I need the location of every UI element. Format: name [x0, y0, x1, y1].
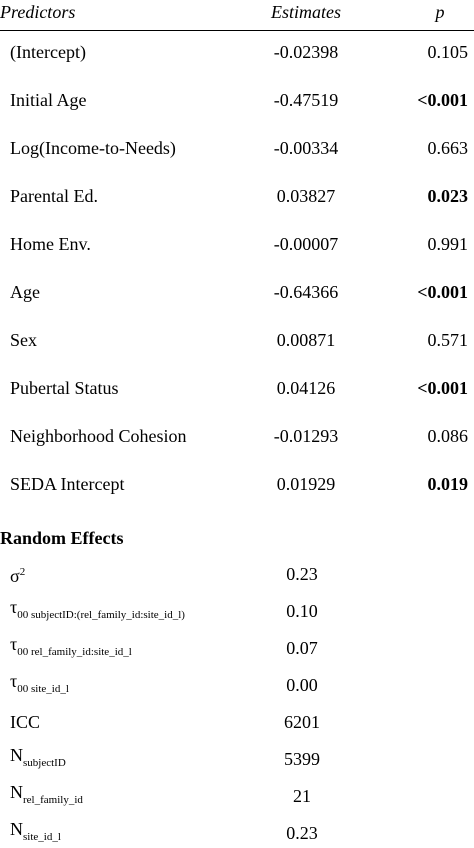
symbol: τ	[10, 634, 18, 655]
estimate: 0.04126	[276, 378, 336, 398]
random-value: 0.07	[286, 638, 318, 658]
predictor-label: Home Env.	[10, 234, 91, 254]
predictor-label: Initial Age	[10, 90, 87, 110]
random-value: 21	[293, 786, 311, 806]
p-value: 0.991	[427, 234, 469, 254]
random-label: τ00 subjectID:(rel_family_id:site_id_l)	[10, 596, 185, 626]
p-value: 0.086	[427, 426, 469, 446]
p-value: 0.571	[427, 330, 469, 350]
random-label: τ00 site_id_l	[10, 670, 69, 700]
p-value: <0.001	[417, 90, 468, 110]
subscript: site_id_l	[23, 830, 61, 843]
estimate: -0.02398	[273, 42, 339, 62]
subscript: 00 subjectID:(rel_family_id:site_id_l)	[17, 608, 185, 621]
symbol: N	[10, 819, 23, 840]
header-rule	[0, 30, 474, 31]
random-label: Nrel_family_id	[10, 781, 83, 811]
random-label: σ2	[10, 561, 25, 587]
superscript: 2	[19, 566, 26, 578]
estimate: 0.01929	[276, 474, 336, 494]
subscript: subjectID	[23, 756, 66, 769]
random-label: τ00 rel_family_id:site_id_l	[10, 633, 132, 663]
subscript: 00 rel_family_id:site_id_l	[17, 645, 132, 658]
predictor-label: SEDA Intercept	[10, 474, 125, 494]
predictor-label: Age	[10, 282, 40, 302]
random-value: 6201	[284, 712, 320, 732]
predictor-label: Log(Income-to-Needs)	[10, 138, 176, 158]
symbol: ICC	[10, 712, 41, 732]
estimate: 0.03827	[276, 186, 336, 206]
predictor-label: Sex	[10, 330, 37, 350]
p-value: 0.105	[427, 42, 469, 62]
random-value: 0.23	[286, 564, 318, 584]
symbol: σ	[10, 566, 20, 586]
random-value: 0.00	[286, 675, 318, 695]
estimate: -0.64366	[273, 282, 339, 302]
symbol: τ	[10, 671, 18, 692]
p-value: <0.001	[417, 282, 468, 302]
random-value: 5399	[284, 749, 320, 769]
estimate: -0.00334	[273, 138, 339, 158]
predictor-label: (Intercept)	[10, 42, 86, 62]
estimate: -0.00007	[273, 234, 339, 254]
predictor-label: Parental Ed.	[10, 186, 98, 206]
p-value: 0.663	[427, 138, 469, 158]
p-value: <0.001	[417, 378, 468, 398]
predictor-label: Neighborhood Cohesion	[10, 426, 187, 446]
predictor-label: Pubertal Status	[10, 378, 119, 398]
p-value: 0.019	[427, 474, 469, 494]
p-value: 0.023	[427, 186, 469, 206]
symbol: N	[10, 782, 23, 803]
random-label: ICC	[10, 711, 40, 733]
column-header: Predictors	[0, 2, 76, 22]
column-header: Estimates	[271, 2, 341, 22]
random-value: 0.23	[286, 823, 318, 843]
subscript: 00 site_id_l	[17, 682, 69, 695]
estimate: -0.47519	[273, 90, 339, 110]
column-header: p	[435, 2, 445, 22]
estimate: -0.01293	[273, 426, 339, 446]
section-title: Random Effects	[0, 528, 124, 548]
random-label: Nsite_id_l	[10, 818, 61, 848]
random-value: 0.10	[286, 601, 318, 621]
symbol: τ	[10, 597, 18, 618]
estimate: 0.00871	[276, 330, 336, 350]
random-label: NsubjectID	[10, 744, 66, 774]
symbol: N	[10, 745, 23, 766]
subscript: rel_family_id	[23, 793, 83, 806]
